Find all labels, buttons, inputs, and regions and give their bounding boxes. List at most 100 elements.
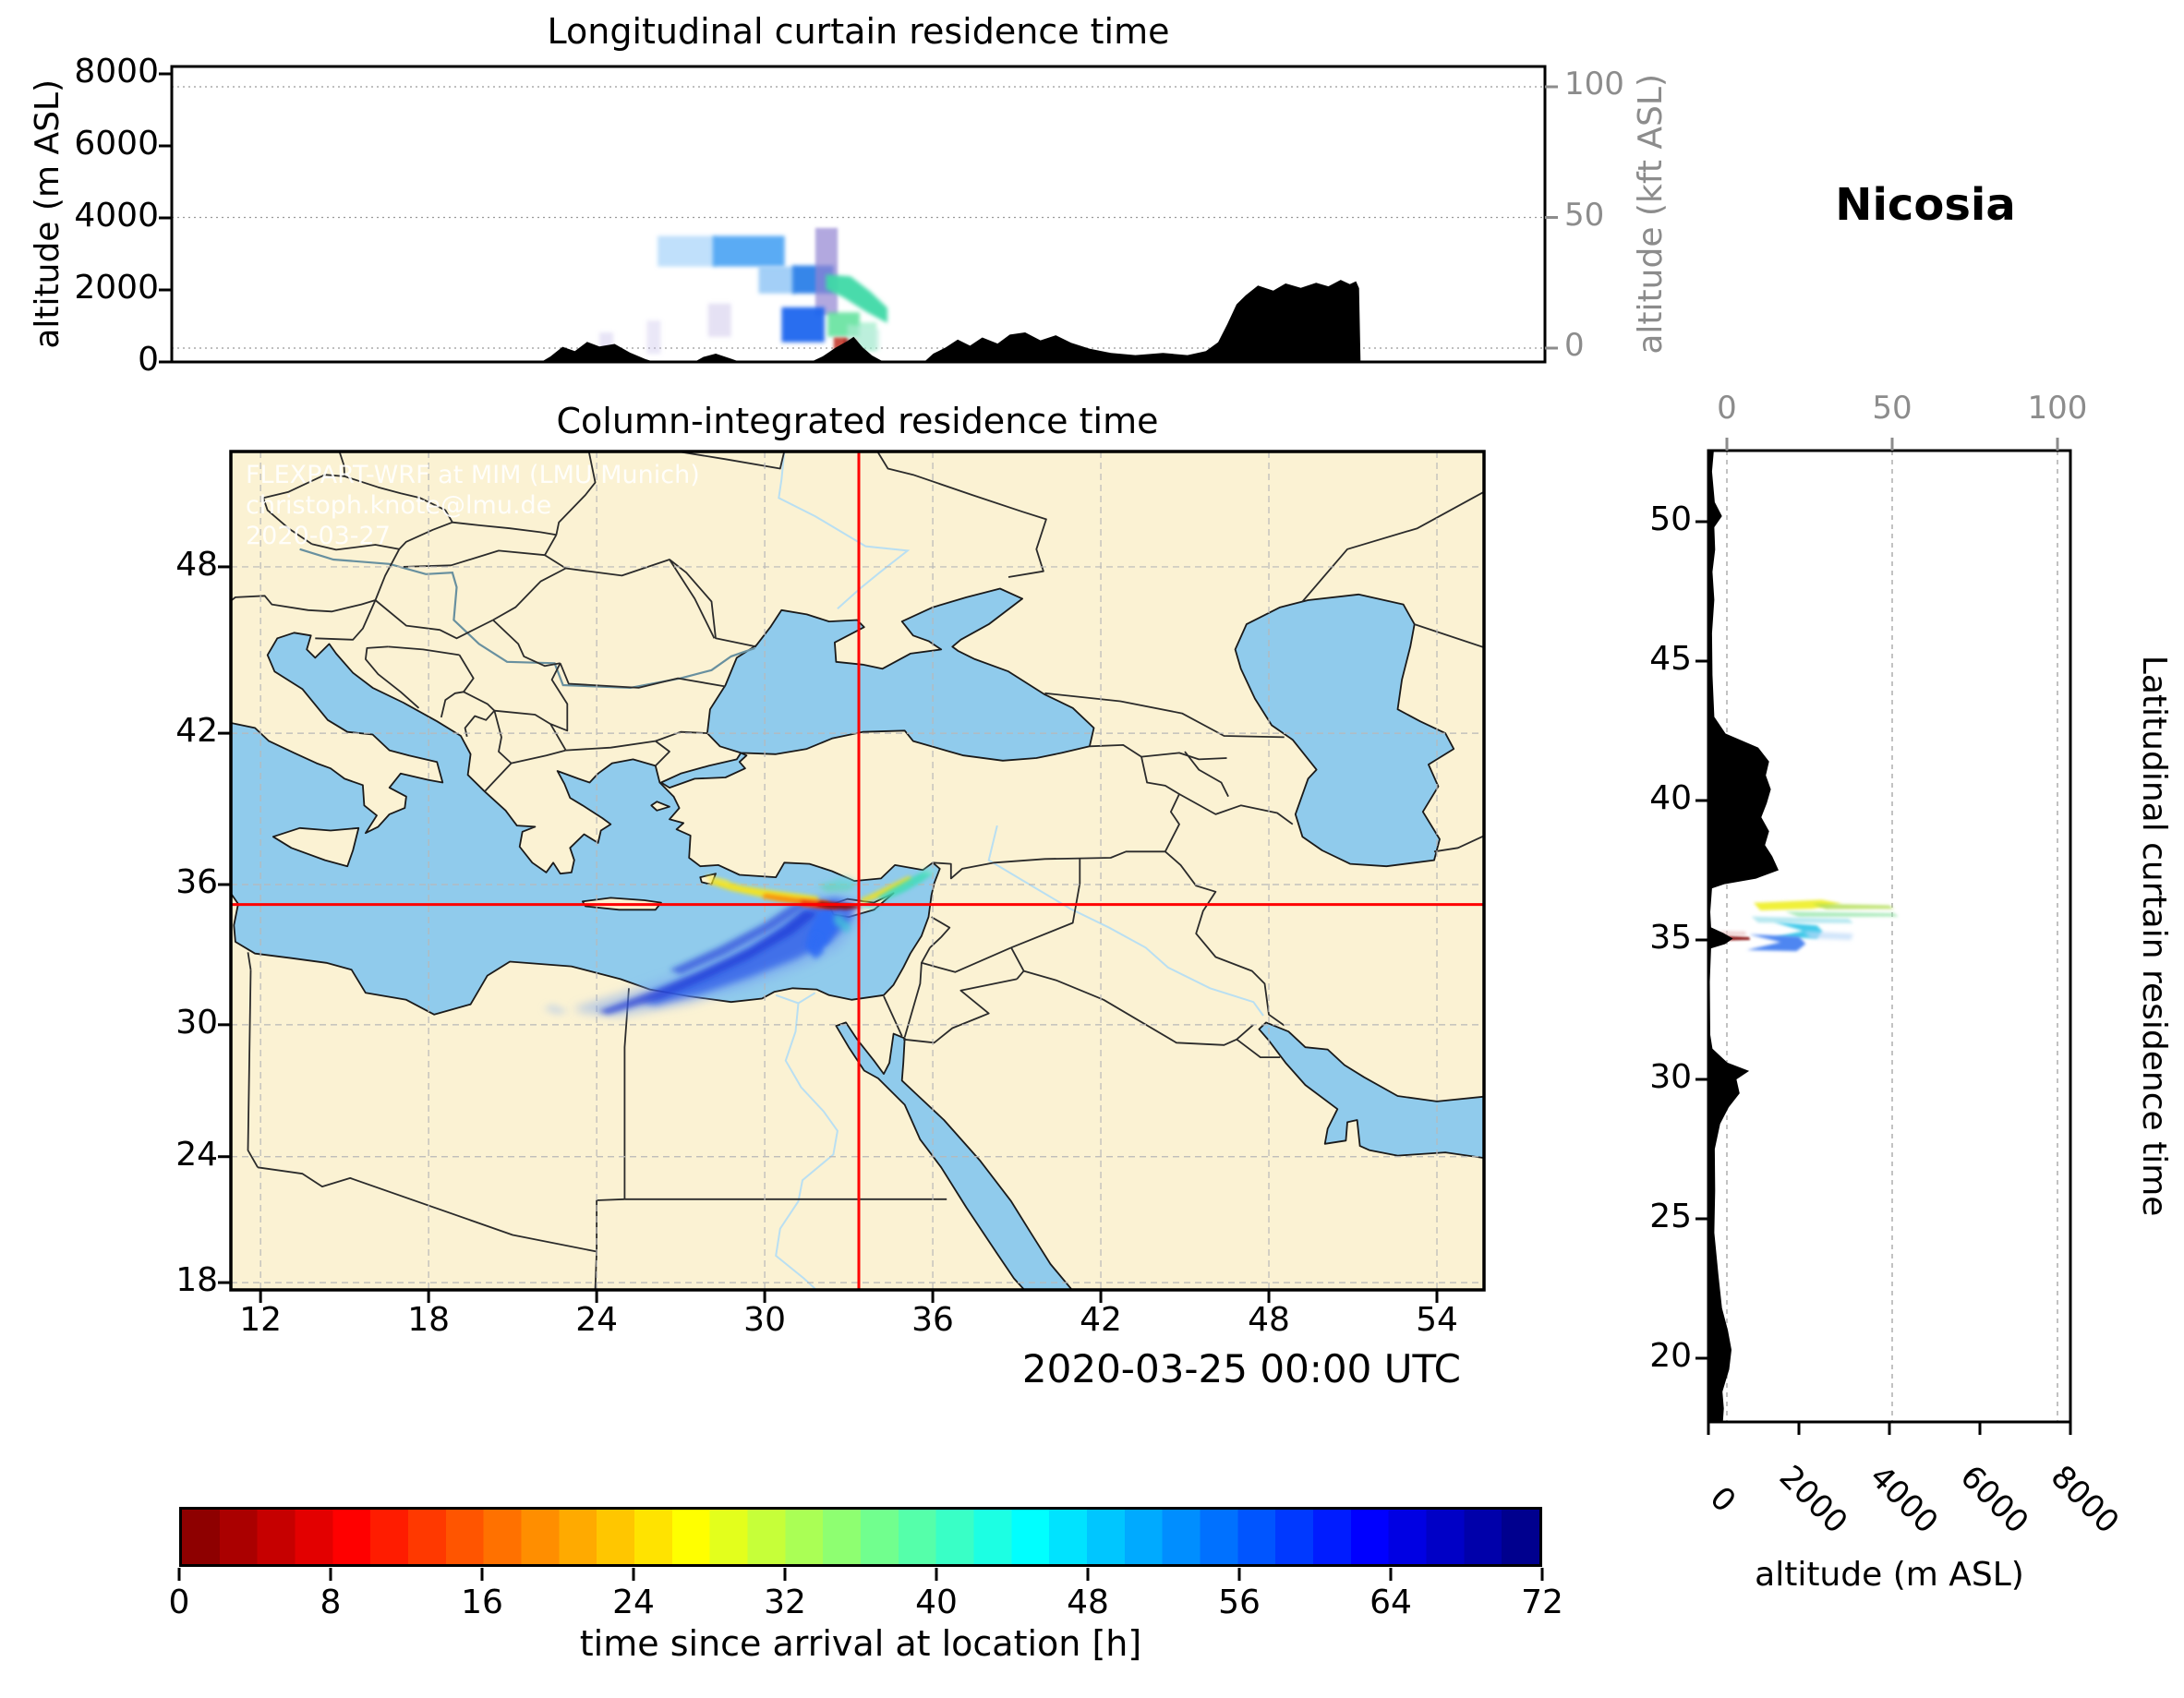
colorbar-tick: 56 [1218,1584,1261,1621]
colorbar [179,1507,1542,1567]
map-country-border [555,452,597,536]
watermark: FLEXPART-WRF at MIM (LMU Munich) christo… [246,460,700,551]
map-country-border [544,554,567,570]
map-xtick: 18 [407,1301,451,1339]
right-panel-ytick: 45 [1649,640,1692,678]
map-country-border [655,740,670,767]
colorbar-tick: 40 [915,1584,958,1621]
colorbar-tick: 16 [461,1584,503,1621]
map-country-border [1089,744,1227,761]
map-plume-blob [543,1004,569,1015]
map-country-border [549,662,569,732]
lat-curtain-terrain [1708,451,1779,1422]
map-country-border [262,474,345,546]
map-country-border [1414,623,1484,649]
map-country-border [883,995,903,1037]
map-country-border [565,740,656,752]
map-country-border [374,599,494,640]
lon-curtain-plume-blob [781,307,825,343]
top-panel-ytick: 0 [138,341,159,379]
map-country-border [452,521,557,536]
right-panel-top-xtick: 50 [1872,390,1913,427]
map-plume-blob [921,867,937,875]
map-xtick: 30 [743,1301,786,1339]
map-country-border [315,599,377,641]
map-country-border [492,619,561,668]
map-country-border [374,548,401,601]
right-panel-xlabel: altitude (m ASL) [1755,1556,2024,1594]
right-panel-ytick: 30 [1649,1058,1692,1096]
colorbar-tick: 0 [168,1584,190,1621]
map-plume-blob [826,875,858,887]
right-panel-ytick: 25 [1649,1198,1692,1235]
map-river [797,992,816,1005]
top-panel-ytick: 6000 [74,125,159,163]
map-country-border [921,946,1012,973]
colorbar-label: time since arrival at location [h] [579,1623,1142,1664]
map-xtick: 42 [1080,1301,1122,1339]
watermark-line-3: 2020-03-27 [246,522,391,550]
map-plume-blob [809,934,824,959]
map-country-border [494,709,551,725]
lon-curtain-plume-blob [658,235,717,267]
map-xtick: 48 [1248,1301,1290,1339]
colorbar-tick: 32 [764,1584,806,1621]
longitudinal-curtain-panel [172,86,1545,362]
lon-curtain-plume-blob [712,235,785,267]
lon-curtain-plume-blob [826,274,887,323]
map-island [271,826,360,868]
lat-curtain-plume-blob [1803,931,1853,940]
colorbar-tick: 8 [320,1584,342,1621]
colorbar-tick: 64 [1370,1584,1412,1621]
map-title: Column-integrated residence time [556,401,1159,441]
map-country-border [1044,692,1285,739]
map-ytick: 48 [175,545,218,584]
top-panel-ytick: 4000 [74,197,159,235]
map-sea [1234,593,1455,868]
map-country-border [463,691,496,737]
map-ytick: 18 [175,1261,218,1300]
map-sea [660,752,748,789]
map-country-border [929,916,951,948]
right-panel-ytick: 35 [1649,919,1692,957]
map-country-border [338,452,345,476]
colorbar-tick: 48 [1067,1584,1109,1621]
map-country-border [388,645,460,656]
lat-curtain-plume-blob [1812,903,1894,909]
map-country-border [549,723,567,752]
top-panel-right-ytick: 50 [1564,196,1605,234]
map-sea [706,587,1095,762]
lon-curtain-plume-blob [814,227,839,316]
map-panel [231,452,1484,1290]
map-ytick: 30 [175,1003,218,1042]
map-xtick: 54 [1416,1301,1458,1339]
map-country-border [257,1166,597,1253]
map-river [778,452,911,609]
map-country-border [398,521,453,550]
map-country-border [1301,490,1484,603]
map-xtick: 36 [911,1301,954,1339]
map-datetime-label: 2020-03-25 00:00 UTC [1021,1346,1461,1391]
map-country-border [311,543,400,551]
lat-curtain-plume-blob [1754,899,1842,910]
map-country-border [903,962,923,1038]
map-river [775,994,799,1005]
map-country-border [565,559,757,648]
map-river [775,1003,839,1290]
lon-curtain-plume-blob [707,303,731,337]
map-ytick: 42 [175,712,218,751]
map-ytick: 36 [175,863,218,901]
map-country-border [876,452,1047,578]
map-country-border [511,749,566,765]
map-island [650,801,670,812]
top-panel-right-ytick: 100 [1564,66,1624,102]
map-country-border [247,969,259,1168]
map-country-border [1178,793,1294,825]
right-panel-ytick: 20 [1649,1337,1692,1375]
map-ytick: 24 [175,1135,218,1174]
map-xtick: 24 [575,1301,619,1339]
map-country-border [440,654,475,718]
right-panel-top-xtick: 0 [1717,390,1737,427]
